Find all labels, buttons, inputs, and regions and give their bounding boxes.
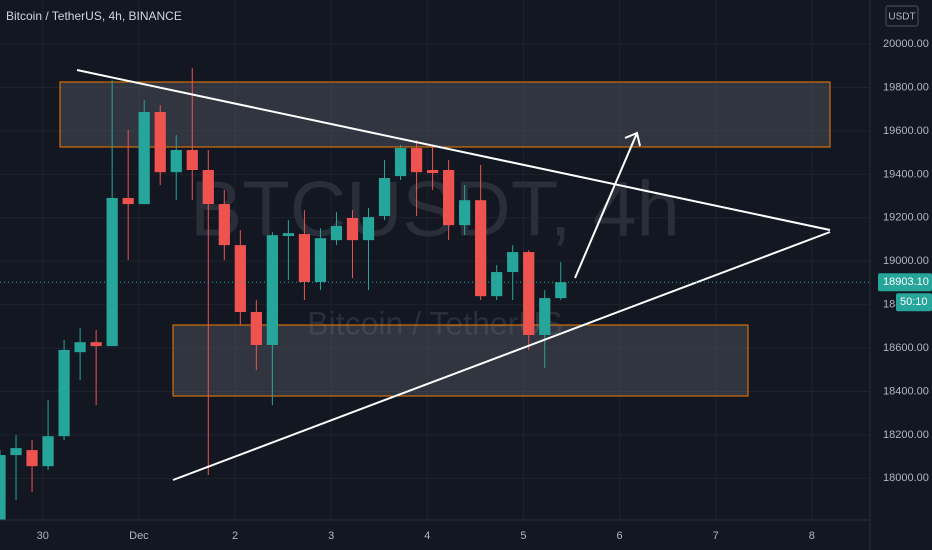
currency: USDT [888,12,915,23]
candle-body [250,312,262,346]
candle-body [0,455,6,520]
candle-body [475,200,487,297]
candle-body [443,170,455,226]
currency-box [885,5,919,27]
candle-body [394,148,407,177]
x-tick-label: 6 [617,530,623,542]
watermark: BTCUSDT, 4h [190,165,680,253]
candles [0,68,567,520]
x-tick-label: 30 [37,530,49,542]
arrow [574,131,641,279]
candle-body [346,217,359,241]
last-price-box [878,273,932,292]
candle-body [90,342,102,347]
watermark-subtitle: Bitcoin / TetherUS [307,305,563,341]
candle-body [555,282,567,299]
candle-body [410,148,423,173]
candle-body [122,198,134,205]
x-tick-label: 7 [713,530,719,542]
candle-body [74,342,86,353]
candle-body [26,450,38,467]
last-price-label: 18903.10 [883,276,929,288]
chart-title: Bitcoin / TetherUS, 4h, BINANCE [6,9,182,23]
candle-body [282,233,295,237]
candle-body [378,178,391,217]
candle-body [42,436,54,467]
candle-body [314,238,327,283]
countdown-box [896,293,932,312]
x-tick-label: 2 [232,530,238,542]
candle-body [58,349,70,437]
candle-body [234,245,246,312]
candle-body [10,448,22,456]
candle-body [186,150,198,171]
candle-body [218,204,230,246]
y-tick-label: 18400.00 [883,385,929,397]
x-tick-label: 8 [809,530,815,542]
lower-trendline [172,231,831,481]
x-tick-label: 5 [520,530,526,542]
y-tick-label: 18000.00 [883,472,929,484]
candle-body [330,226,343,241]
x-tick-label: 4 [424,530,430,542]
candle-body [202,170,214,205]
y-tick-label: 19600.00 [883,125,929,137]
axes: 18000.0018200.0018400.0018600.0018800.00… [0,38,932,542]
y-tick-label: 20000.00 [883,38,929,50]
candle-body [523,252,535,336]
candle-body [266,235,278,346]
candle-body [491,272,503,297]
candle-body [539,298,551,336]
y-tick-label: 19000.00 [883,255,929,267]
candle-body [170,150,182,173]
candle-body [507,252,519,273]
candle-body [362,217,375,241]
candle-body [106,198,118,347]
y-tick-label: 18600.00 [883,342,929,354]
candle-body [426,170,439,174]
y-tick-label: 19800.00 [883,81,929,93]
candle-body [154,112,166,173]
upper-trendline [76,69,831,231]
y-tick-label: 18200.00 [883,429,929,441]
x-tick-label: Dec [129,530,149,542]
candle-body [138,112,150,205]
candle-body [298,234,311,283]
x-tick-label: 3 [328,530,334,542]
candle-body [459,200,471,226]
countdown: 50:10 [900,296,928,308]
y-tick-label: 19200.00 [883,212,929,224]
y-tick-label: 19400.00 [883,168,929,180]
